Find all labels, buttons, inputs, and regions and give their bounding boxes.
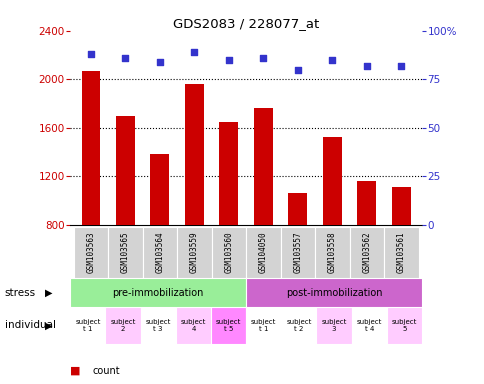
Text: subject
t 2: subject t 2 <box>286 319 311 332</box>
Text: subject
t 1: subject t 1 <box>251 319 276 332</box>
Text: ▶: ▶ <box>45 320 52 331</box>
Point <box>190 49 198 55</box>
Text: GSM103561: GSM103561 <box>396 232 405 273</box>
Bar <box>245 307 281 344</box>
Text: subject
5: subject 5 <box>391 319 416 332</box>
Bar <box>211 307 245 344</box>
Text: GSM103557: GSM103557 <box>293 232 302 273</box>
Text: subject
3: subject 3 <box>321 319 346 332</box>
Point <box>156 59 164 65</box>
Text: subject
t 5: subject t 5 <box>215 319 241 332</box>
Text: count: count <box>92 366 120 376</box>
Bar <box>322 137 341 225</box>
Text: subject
t 1: subject t 1 <box>75 319 100 332</box>
Bar <box>357 181 376 225</box>
Bar <box>391 187 410 225</box>
Text: GSM103564: GSM103564 <box>155 232 164 273</box>
Text: pre-immobilization: pre-immobilization <box>112 288 203 298</box>
Text: ▶: ▶ <box>45 288 52 298</box>
Bar <box>386 307 421 344</box>
Point <box>396 63 404 69</box>
Bar <box>383 227 418 278</box>
Point <box>259 55 267 61</box>
Bar <box>280 227 315 278</box>
Text: GSM103562: GSM103562 <box>362 232 371 273</box>
Bar <box>70 307 105 344</box>
Bar <box>316 307 351 344</box>
Bar <box>245 278 421 307</box>
Text: individual: individual <box>5 320 56 331</box>
Bar <box>288 193 307 225</box>
Bar <box>315 227 349 278</box>
Point <box>362 63 370 69</box>
Text: subject
4: subject 4 <box>181 319 206 332</box>
Bar <box>351 307 386 344</box>
Bar <box>105 307 140 344</box>
Bar <box>219 122 238 225</box>
Bar <box>74 227 108 278</box>
Bar <box>81 71 100 225</box>
Point <box>328 57 335 63</box>
Bar <box>211 227 245 278</box>
Text: ■: ■ <box>70 366 81 376</box>
Text: GSM103565: GSM103565 <box>121 232 130 273</box>
Point <box>87 51 95 57</box>
Bar <box>116 116 135 225</box>
Point <box>225 57 232 63</box>
Text: stress: stress <box>5 288 36 298</box>
Bar <box>150 154 169 225</box>
Text: GSM103559: GSM103559 <box>190 232 198 273</box>
Text: subject
t 4: subject t 4 <box>356 319 381 332</box>
Title: GDS2083 / 228077_at: GDS2083 / 228077_at <box>173 17 318 30</box>
Bar <box>349 227 383 278</box>
Bar <box>108 227 142 278</box>
Bar <box>70 278 245 307</box>
Bar <box>177 227 211 278</box>
Point <box>293 66 301 73</box>
Bar <box>281 307 316 344</box>
Text: subject
2: subject 2 <box>110 319 136 332</box>
Bar <box>142 227 177 278</box>
Bar <box>140 307 175 344</box>
Bar <box>253 108 272 225</box>
Bar <box>184 84 203 225</box>
Text: subject
t 3: subject t 3 <box>145 319 170 332</box>
Text: GSM104050: GSM104050 <box>258 232 267 273</box>
Text: GSM103563: GSM103563 <box>86 232 95 273</box>
Bar <box>175 307 211 344</box>
Bar <box>245 227 280 278</box>
Text: GSM103560: GSM103560 <box>224 232 233 273</box>
Point <box>121 55 129 61</box>
Text: post-immobilization: post-immobilization <box>285 288 381 298</box>
Text: GSM103558: GSM103558 <box>327 232 336 273</box>
